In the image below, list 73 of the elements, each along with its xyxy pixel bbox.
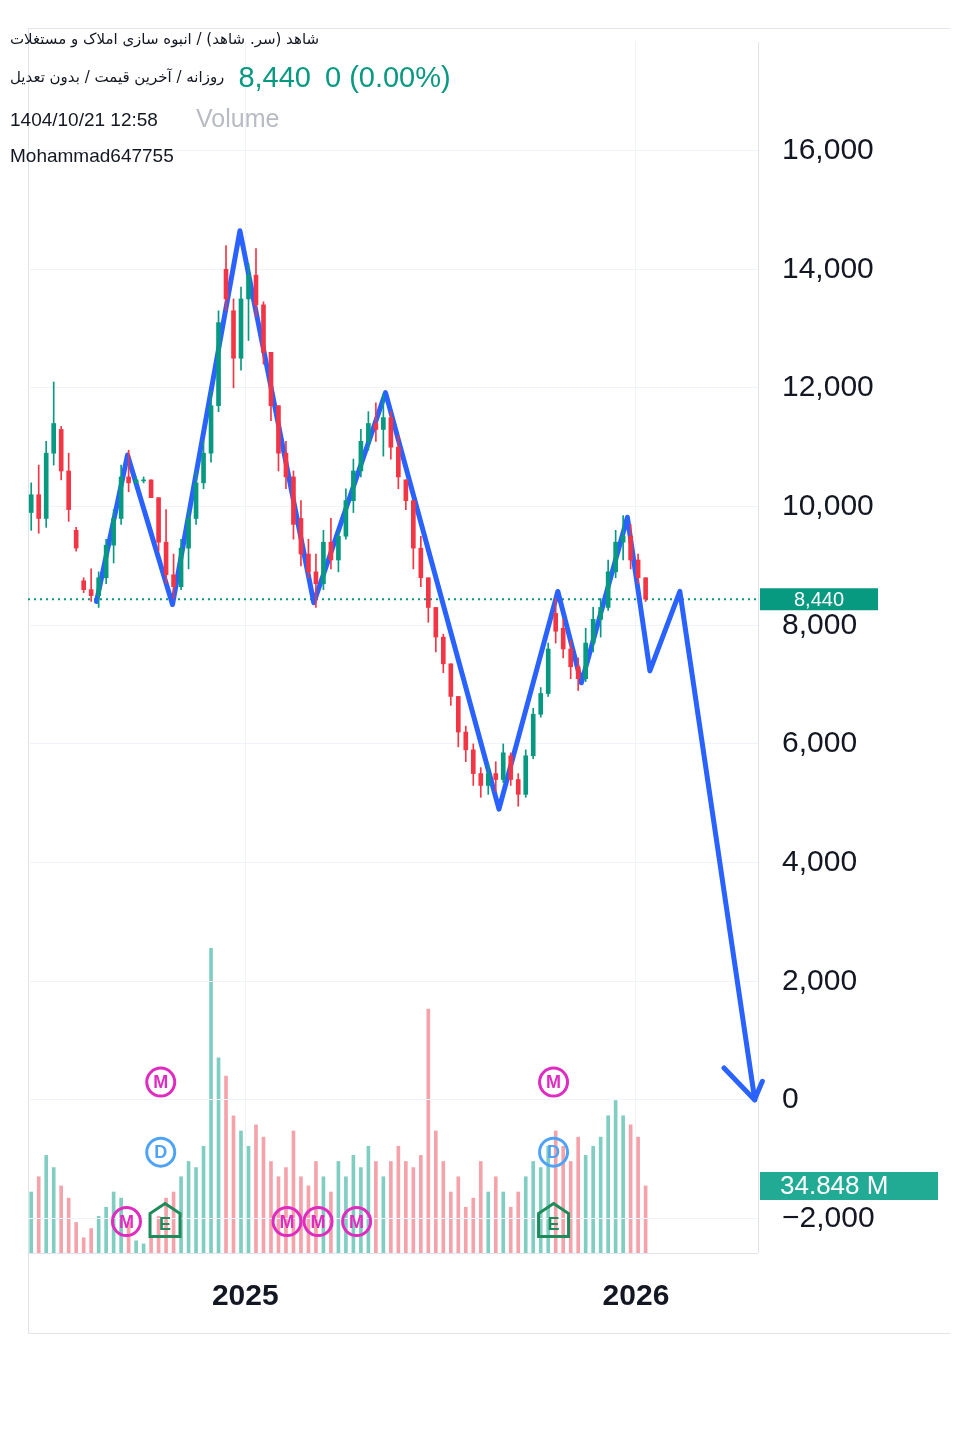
bar: [59, 1185, 64, 1253]
bar: [29, 1191, 34, 1253]
bar: [493, 1176, 498, 1253]
ref-line-label: 8,440: [793, 587, 845, 610]
annotation: E: [159, 1213, 172, 1234]
bar: [104, 1206, 108, 1253]
annotation: 0 (0.00%): [324, 61, 451, 95]
bar: [501, 1191, 506, 1253]
bar: [51, 1167, 56, 1253]
annotation: M: [349, 1211, 365, 1232]
y-tick-label: 2,000: [782, 962, 858, 996]
bar: [374, 1161, 378, 1253]
bar: [471, 1197, 476, 1253]
bar: [636, 1136, 640, 1253]
chart-title: Volume: [196, 104, 280, 133]
bar: [523, 1176, 528, 1253]
bar: [224, 1075, 228, 1253]
y-tick-label: 16,000: [782, 131, 874, 165]
bar: [621, 1115, 625, 1253]
annotation: 1404/10/21 12:58: [10, 109, 158, 131]
bar: [538, 1167, 543, 1253]
bar: [134, 1240, 138, 1253]
bar: [419, 1155, 423, 1253]
bar: [426, 1008, 431, 1253]
bar: [89, 1228, 93, 1253]
bar: [66, 1197, 71, 1253]
y-tick-label: 0: [782, 1081, 799, 1115]
bar: [344, 1176, 348, 1253]
x-tick-label: 2026: [602, 1278, 670, 1312]
annotation: M: [279, 1211, 295, 1232]
y-tick-label: 10,000: [782, 487, 874, 521]
bar: [508, 1206, 513, 1253]
bar: [591, 1145, 595, 1253]
bar: [74, 1222, 78, 1253]
annotation: Mohammad647755: [10, 145, 174, 167]
bar: [209, 948, 213, 1253]
y-tick-label: 4,000: [782, 843, 858, 877]
bar: [576, 1136, 581, 1253]
bar: [568, 1161, 573, 1253]
bar: [606, 1115, 610, 1253]
x-tick-label: 2025: [211, 1278, 279, 1312]
bar: [299, 1176, 303, 1253]
text: 34.848 M: [780, 1170, 889, 1201]
bar: [478, 1161, 483, 1253]
annotation: 8,440: [238, 61, 311, 95]
bar: [44, 1155, 49, 1253]
bar: [486, 1191, 491, 1253]
y-tick-label: 6,000: [782, 725, 858, 759]
bar: [433, 1130, 438, 1253]
bar: [36, 1176, 41, 1253]
bar: [404, 1161, 408, 1253]
chart-title: شاهد (سر. شاهد) / انبوه سازی املاک و مستغلات: [10, 30, 320, 49]
bar: [389, 1161, 393, 1253]
bar: [561, 1145, 566, 1253]
bar: [441, 1161, 446, 1253]
bar: [516, 1191, 521, 1253]
y-tick-label: 12,000: [782, 369, 874, 403]
bar: [463, 1206, 468, 1253]
annotation: M: [546, 1072, 562, 1093]
annotation: M: [153, 1072, 169, 1093]
annotation: D: [154, 1142, 168, 1163]
text: روزانه / آخرین قیمت / بدون تعدیل: [10, 68, 225, 87]
bar: [149, 1237, 153, 1253]
bar: [448, 1191, 453, 1253]
candlestick: [148, 479, 154, 499]
y-tick-label: −2,000: [782, 1199, 875, 1233]
bar: [531, 1161, 536, 1253]
bar: [269, 1161, 273, 1253]
y-tick-label: 14,000: [782, 250, 874, 284]
bar: [254, 1124, 258, 1253]
bar: [456, 1176, 461, 1253]
bar: [194, 1167, 198, 1253]
bar: [239, 1130, 243, 1253]
